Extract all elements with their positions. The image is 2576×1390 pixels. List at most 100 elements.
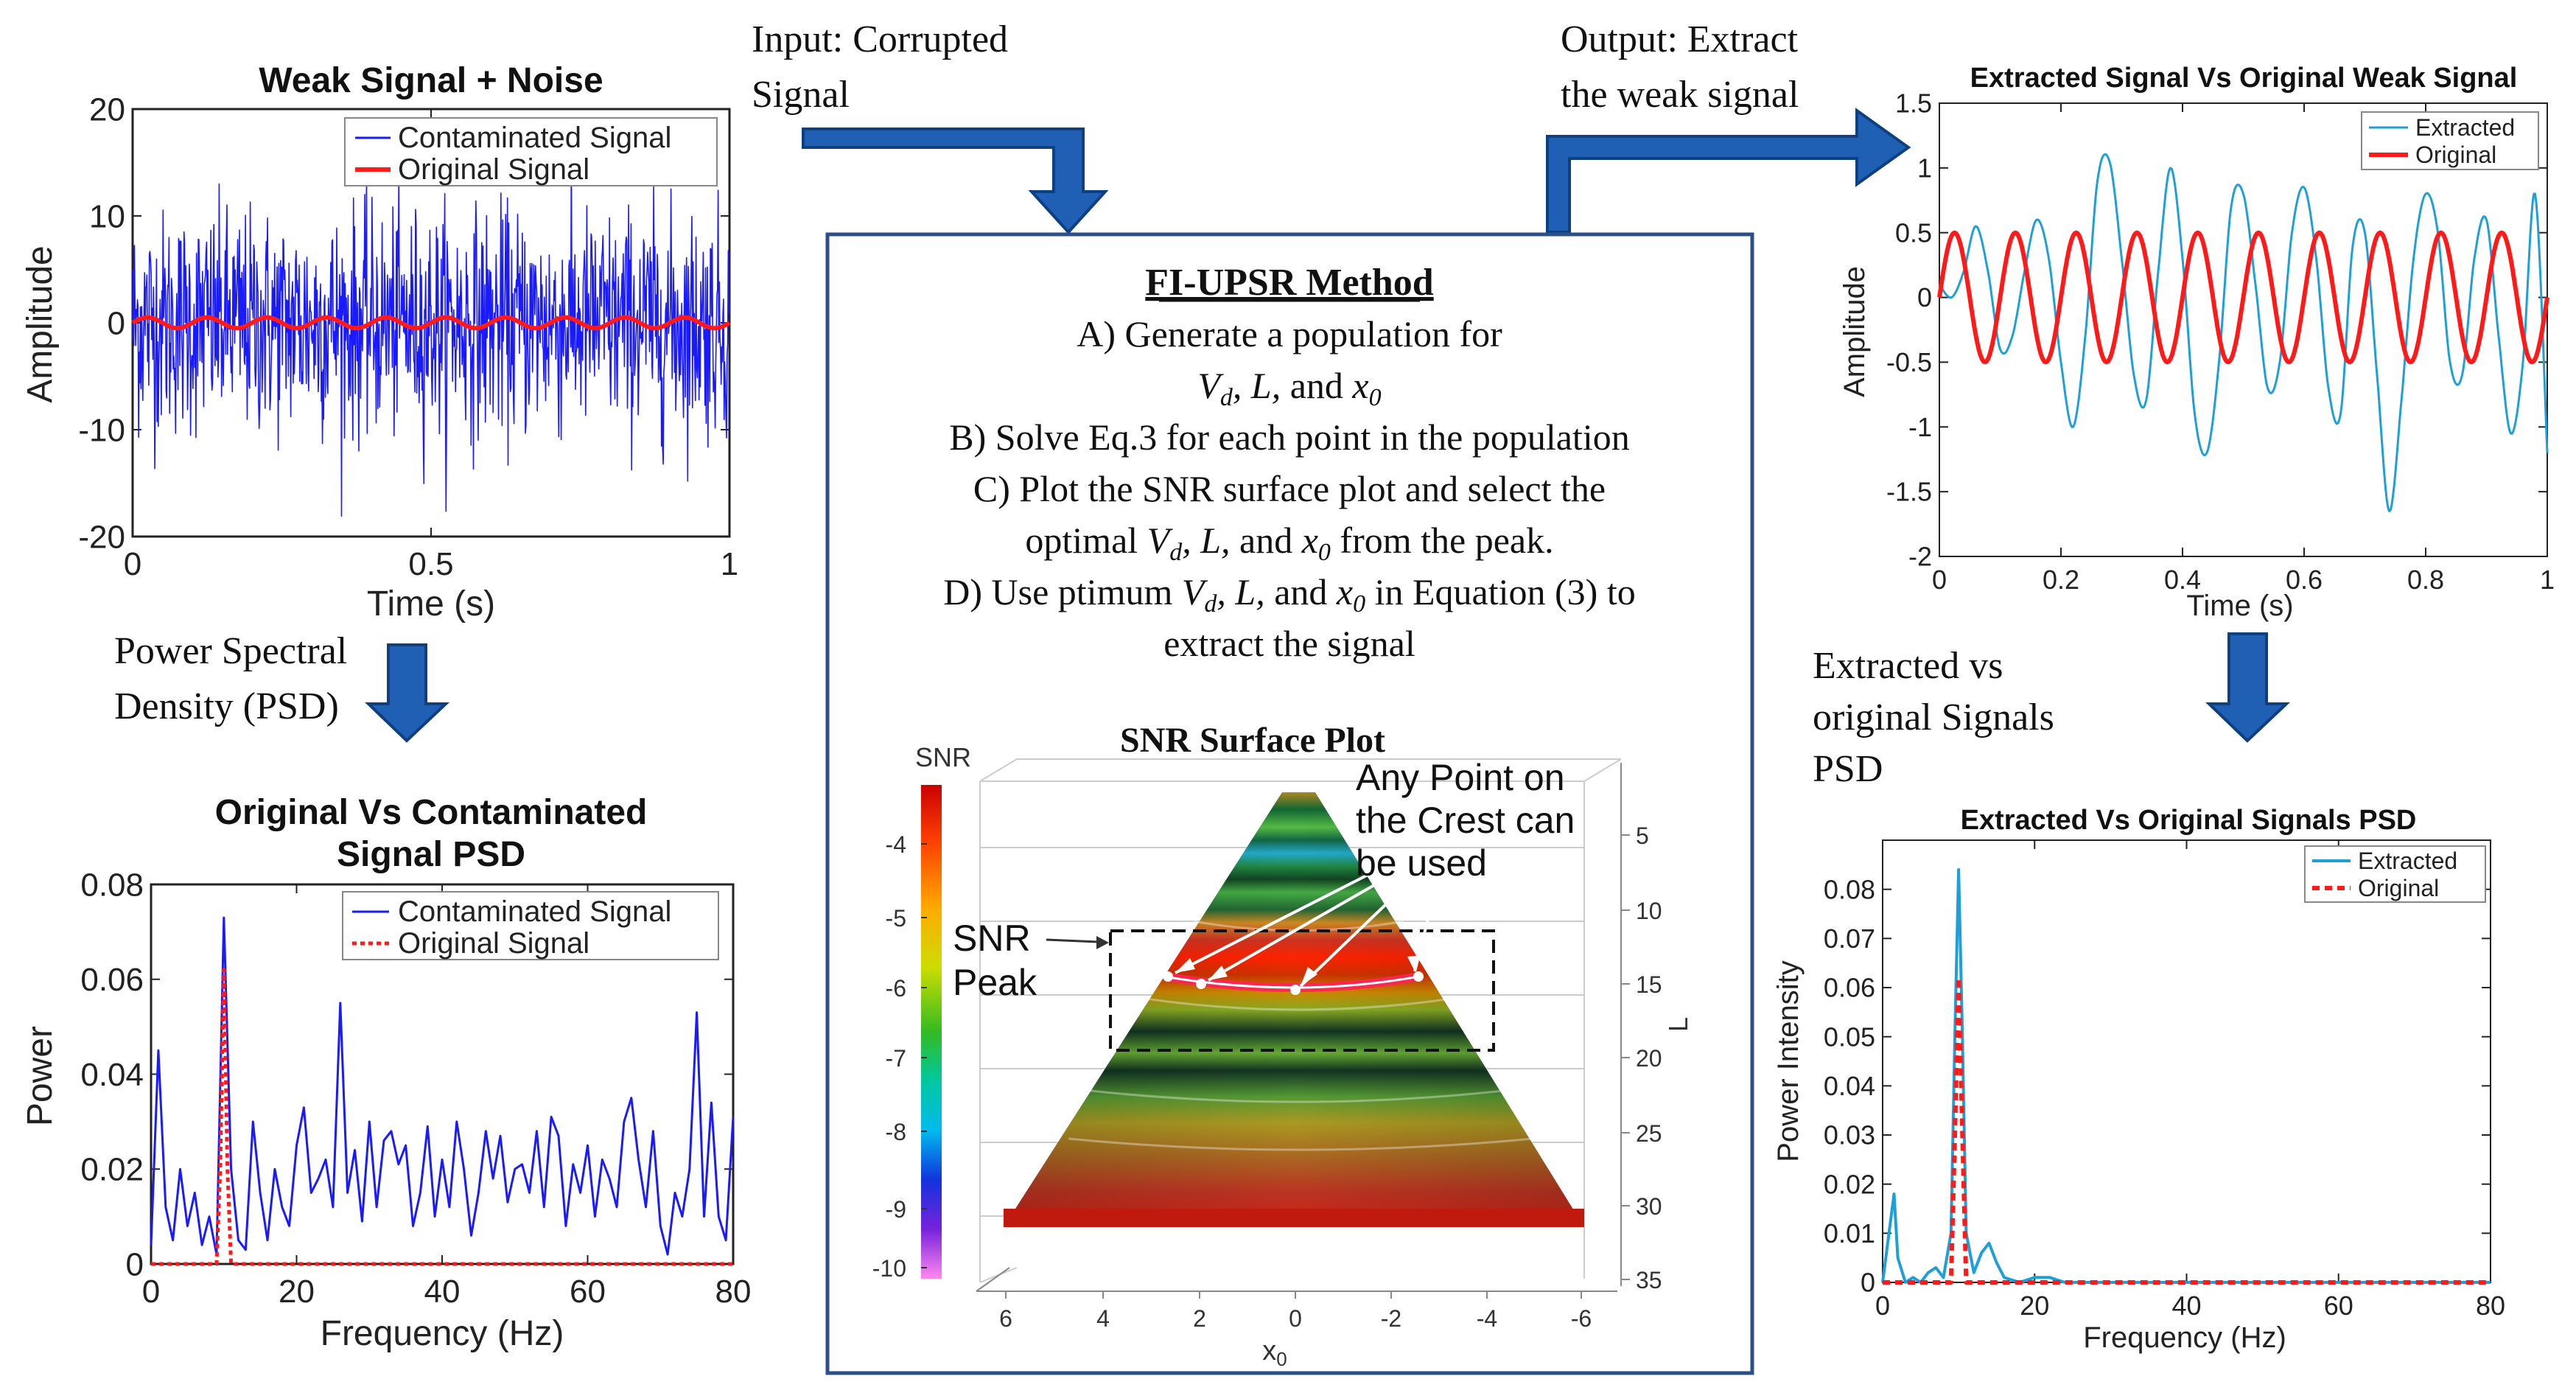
y-tick-label: -0.5: [1886, 347, 1932, 377]
surface-l-tick-label: 15: [1636, 971, 1662, 998]
step-c-line1: C) Plot the SNR surface plot and select …: [973, 468, 1606, 509]
snr-peak-box: [1109, 929, 1495, 1052]
y-tick-label: -1: [1908, 412, 1932, 442]
extracted-signal-line: [1938, 153, 2549, 512]
x-tick-label: 1: [721, 546, 738, 582]
surface-l-ticks: 5 10 15 20 25 30 35: [1621, 823, 1662, 1293]
output-label-2: the weak signal: [1561, 74, 1799, 116]
input-arrow-icon: [802, 128, 1109, 234]
y-tick-label: 0.01: [1824, 1218, 1875, 1248]
input-label: Input: Corrupted: [752, 18, 1008, 60]
original-signal-line: [1937, 230, 2549, 365]
crest-point: [1196, 979, 1206, 989]
original-psd-line: [151, 968, 733, 1266]
x-axis-label: Frequency (Hz): [321, 1314, 564, 1353]
extracted-vs-original-chart: Extracted Signal Vs Original Weak Signal…: [1838, 63, 2555, 622]
crest-point: [1290, 985, 1301, 995]
extracted-psd-down-arrow-icon: [2205, 632, 2291, 743]
legend-label-contaminated: Contaminated Signal: [398, 122, 671, 154]
psd-down-arrow-icon: [365, 643, 450, 743]
y-tick-label: -10: [78, 412, 125, 448]
surface-l-tick-label: 20: [1636, 1045, 1662, 1072]
x-tick-label: 80: [2476, 1291, 2505, 1321]
surface-l-label: L: [1663, 1017, 1693, 1032]
crest-annotation-line1: Any Point on: [1356, 757, 1565, 798]
surface-title: SNR Surface Plot: [1120, 721, 1385, 760]
y-tick-label: 0: [108, 305, 125, 341]
crest-annotation-line2: the Crest can: [1356, 800, 1575, 841]
step-d-line1: D) Use ptimum Vd, L, and x0 in Equation …: [943, 571, 1635, 618]
surface-l-tick-label: 25: [1636, 1120, 1662, 1147]
y-tick-label: 0.03: [1824, 1120, 1875, 1150]
original-psd-line: [1883, 975, 2491, 1285]
extracted-psd-label: Extracted vs: [1813, 645, 2003, 687]
crest-point: [1163, 971, 1173, 982]
step-a-line2: Vd, L, and x0: [1197, 365, 1381, 411]
crest-annotation-arrowheads: [1175, 955, 1421, 986]
y-tick-label: 0.08: [1824, 874, 1875, 904]
surface-x-axis-depth: [976, 1267, 1010, 1292]
surface-x0-tick-label: 2: [1193, 1305, 1206, 1332]
chart-title: Weak Signal + Noise: [259, 61, 603, 100]
flow-labels: Input: Corrupted Signal Output: Extract …: [114, 18, 2054, 790]
x-tick-label: 60: [570, 1274, 606, 1310]
step-d-line2: extract the signal: [1163, 623, 1415, 664]
snr-peak-annotation-line1: SNR: [953, 918, 1031, 959]
step-a-line1: A) Generate a population for: [1077, 313, 1502, 355]
snr-peak-pointer: [1046, 938, 1099, 943]
y-tick-label: 0: [1861, 1268, 1875, 1298]
colorbar-ticks: -4 -5 -6 -7 -8 -9 -10: [872, 831, 927, 1282]
colorbar-tick-label: -8: [886, 1119, 906, 1145]
surface-x0-tick-label: 4: [1096, 1305, 1110, 1332]
colorbar-tick-label: -9: [886, 1196, 906, 1223]
x-axis-label: Time (s): [2186, 590, 2293, 622]
x-tick-label: 0: [124, 546, 141, 582]
step-c-line2: optimal Vd, L, and x0 from the peak.: [1025, 520, 1553, 566]
surface-l-tick-label: 35: [1636, 1267, 1662, 1293]
snr-surface-shade: [1004, 792, 1584, 1227]
weak-signal-noise-chart: Weak Signal + Noise 0 0.5 1 20 10 0 -10 -20 Conta…: [21, 61, 738, 624]
x-tick-label: 80: [715, 1274, 752, 1310]
legend-box: [342, 891, 719, 960]
y-axis-label: Power: [21, 1026, 60, 1126]
snr-surface-plot: SNR Surface Plot SNR -4 -5 -6 -7 -8 -9 -10: [872, 721, 1693, 1370]
extracted-psd-label-3: PSD: [1813, 748, 1883, 790]
y-tick-label: 1: [1917, 153, 1932, 183]
x-tick-label: 0.2: [2043, 565, 2079, 595]
legend-label-extracted: Extracted: [2415, 114, 2515, 141]
x-tick-label: 40: [2171, 1291, 2201, 1321]
x-tick-label: 0.5: [408, 546, 453, 582]
y-tick-label: 0.02: [80, 1152, 144, 1188]
extracted-psd-label-2: original Signals: [1813, 696, 2054, 738]
colorbar-tick-label: -5: [886, 905, 906, 932]
crest-annotation-line3: be used: [1356, 842, 1487, 884]
surface-x0-tick-label: 6: [999, 1305, 1012, 1332]
legend-box: [2361, 111, 2539, 170]
y-tick-label: 0.5: [1895, 217, 1932, 248]
x-tick-label: 0: [142, 1274, 160, 1310]
psd-label-2: Density (PSD): [114, 685, 339, 727]
surface-x0-tick-label: -4: [1477, 1305, 1497, 1332]
legend-label-original: Original Signal: [398, 927, 589, 960]
colorbar-tick-label: -6: [886, 975, 906, 1002]
x-axis-label: Time (s): [367, 584, 495, 624]
x-tick-label: 0.8: [2407, 565, 2444, 595]
y-tick-label: 0.08: [80, 867, 144, 903]
snr-peak-pointer-head: [1096, 936, 1109, 949]
y-tick-label: 0.06: [80, 962, 144, 998]
legend-label-original: Original: [2358, 875, 2439, 901]
output-arrow-icon: [1546, 108, 1911, 234]
crest-annotation-arrows: [1175, 865, 1442, 988]
y-tick-label: 1.5: [1895, 88, 1932, 119]
colorbar: [921, 785, 942, 1279]
surface-l-tick-label: 10: [1636, 898, 1662, 924]
surface-x0-tick-label: -2: [1381, 1305, 1401, 1332]
y-axis-label: Amplitude: [1838, 266, 1871, 397]
y-tick-label: 0.07: [1824, 923, 1875, 954]
legend-label-contaminated: Contaminated Signal: [398, 895, 671, 928]
legend-label-original: Original: [2415, 142, 2496, 168]
psd-label: Power Spectral: [114, 630, 347, 672]
y-tick-label: -2: [1908, 542, 1932, 572]
surface-x0-tick-label: 0: [1289, 1305, 1302, 1332]
y-tick-label: 0.02: [1824, 1169, 1875, 1199]
